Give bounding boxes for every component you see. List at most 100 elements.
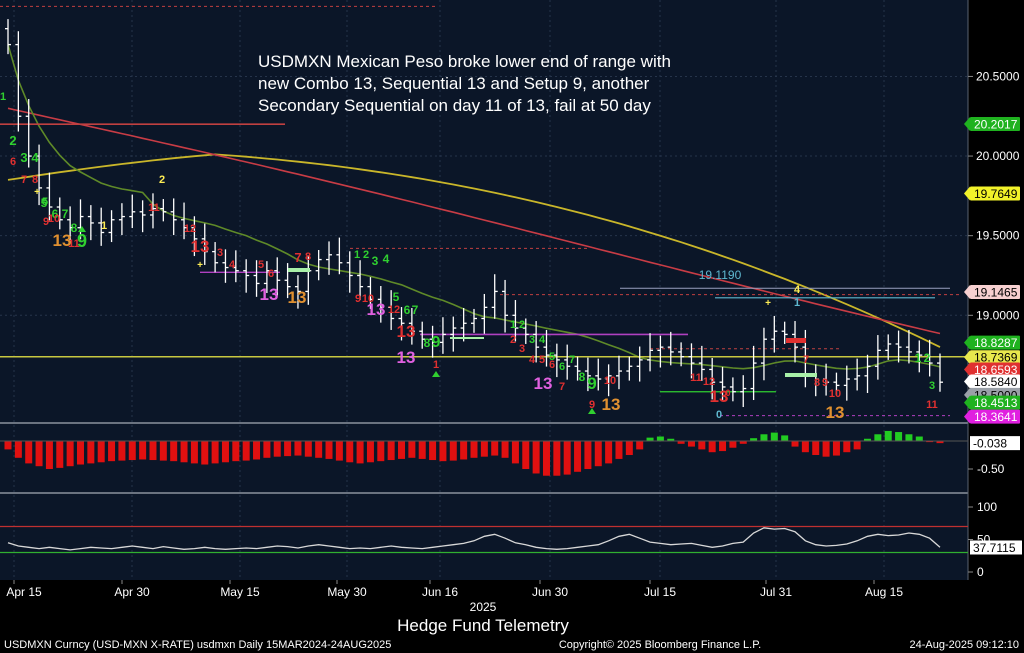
momentum-bar bbox=[139, 441, 147, 460]
year-label: 2025 bbox=[470, 600, 497, 614]
momentum-bar bbox=[687, 441, 695, 447]
setup-bar-marker bbox=[786, 338, 806, 343]
momentum-bar bbox=[273, 441, 281, 457]
td-count-label: 2 bbox=[924, 351, 931, 365]
price-tag: 18.5840 bbox=[964, 374, 1020, 389]
td-count-label: 10 bbox=[604, 375, 616, 387]
td-count-label: 4 bbox=[529, 354, 536, 366]
buy-arrow-icon bbox=[588, 408, 596, 414]
price-tag-bg bbox=[970, 350, 1020, 365]
rsi-axis-label: 0 bbox=[977, 565, 984, 579]
momentum-bar bbox=[853, 441, 861, 450]
td-count-label: 5 bbox=[539, 354, 545, 366]
td-count-label: 11 bbox=[690, 372, 702, 384]
momentum-bar bbox=[25, 441, 33, 464]
td-count-label: 0 bbox=[725, 388, 730, 398]
momentum-bar bbox=[242, 441, 250, 461]
price-tag-label: 18.6593 bbox=[974, 363, 1018, 377]
momentum-bar bbox=[480, 441, 488, 457]
buy-arrow-icon bbox=[432, 371, 440, 377]
td-count-label: + bbox=[765, 298, 771, 309]
date-axis-label: Jun 30 bbox=[532, 585, 568, 599]
momentum-bar bbox=[35, 441, 43, 467]
td-count-label: 13 bbox=[397, 322, 416, 341]
momentum-bar bbox=[926, 441, 934, 443]
td-count-label: 9 bbox=[77, 231, 87, 251]
momentum-bar bbox=[87, 441, 95, 464]
momentum-bar bbox=[625, 441, 633, 455]
momentum-bar bbox=[66, 441, 74, 467]
footer-right: 24-Aug-2025 09:12:10 bbox=[910, 639, 1019, 651]
price-tag-bg bbox=[970, 116, 1020, 131]
momentum-bar bbox=[594, 441, 602, 467]
price-tag-pointer bbox=[964, 374, 970, 389]
momentum-bar bbox=[511, 441, 519, 464]
td-count-label: 13 bbox=[260, 285, 279, 304]
date-axis-label: Aug 15 bbox=[865, 585, 903, 599]
td-count-label: 3 bbox=[372, 254, 379, 268]
td-count-label: 9 bbox=[822, 377, 828, 389]
momentum-bar bbox=[387, 441, 395, 461]
momentum-bar bbox=[843, 441, 851, 453]
momentum-bar bbox=[232, 441, 240, 462]
momentum-bar bbox=[739, 441, 747, 444]
td-count-label: 9 bbox=[43, 216, 49, 228]
td-count-label: 13 bbox=[534, 374, 553, 393]
price-tag-label: 19.1465 bbox=[974, 285, 1018, 299]
momentum-bar bbox=[149, 441, 157, 461]
momentum-bar bbox=[615, 441, 623, 459]
td-count-label: 1 bbox=[915, 351, 922, 365]
td-count-label: 6 bbox=[404, 303, 411, 317]
td-count-label: 5 bbox=[42, 196, 48, 208]
td-count-label: 1 bbox=[794, 297, 800, 309]
momentum-bar bbox=[56, 441, 64, 468]
momentum-bar bbox=[284, 441, 292, 457]
price-tag-label: 19.7649 bbox=[974, 187, 1018, 201]
price-tag-label: 18.8287 bbox=[974, 336, 1018, 350]
price-tag-label: 18.4513 bbox=[974, 396, 1018, 410]
momentum-bar bbox=[429, 441, 437, 461]
rsi-axis-label: 100 bbox=[977, 500, 997, 514]
momentum-bar bbox=[159, 441, 167, 461]
annotation-line: USDMXN Mexican Peso broke lower end of r… bbox=[258, 52, 671, 71]
price-tag-bg bbox=[970, 409, 1020, 424]
momentum-bar bbox=[770, 432, 778, 441]
annotation-line: Secondary Sequential on day 11 of 13, fa… bbox=[258, 96, 651, 115]
momentum-bar bbox=[45, 441, 53, 469]
momentum-bar bbox=[263, 441, 271, 458]
td-count-label: 2 bbox=[9, 133, 16, 148]
td-count-label: 7 bbox=[62, 207, 69, 221]
momentum-bar bbox=[304, 441, 312, 457]
td-count-label: + bbox=[34, 187, 40, 198]
td-count-label: 8 bbox=[71, 221, 78, 235]
td-count-label: 2 bbox=[510, 334, 516, 346]
td-count-label: 7 bbox=[412, 303, 419, 317]
td-count-label: 13 bbox=[53, 231, 72, 250]
price-tag: 20.2017 bbox=[964, 116, 1020, 131]
price-tag-pointer bbox=[964, 395, 970, 410]
td-count-label: 11 bbox=[148, 202, 160, 214]
ma-100-line bbox=[7, 107, 941, 335]
td-count-label: 13 bbox=[397, 348, 416, 367]
date-axis-label: Jul 15 bbox=[644, 585, 676, 599]
price-tag-label: 18.5840 bbox=[974, 375, 1018, 389]
price-tag-bg bbox=[970, 395, 1020, 410]
price-tag: 18.4513 bbox=[964, 395, 1020, 410]
price-tag-pointer bbox=[964, 335, 970, 350]
price-tag-pointer bbox=[964, 350, 970, 365]
momentum-bar bbox=[915, 436, 923, 441]
td-count-label: 13 bbox=[367, 300, 386, 319]
price-axis-label: 20.5000 bbox=[976, 69, 1020, 83]
td-count-label: 8 bbox=[579, 370, 586, 384]
td-count-label: 1 bbox=[433, 359, 439, 371]
momentum-bar bbox=[439, 441, 447, 462]
price-panel-bg bbox=[0, 0, 968, 422]
td-count-label: 12 bbox=[184, 223, 196, 235]
td-count-label: 3 bbox=[529, 334, 535, 346]
momentum-bar bbox=[408, 441, 416, 458]
td-count-label: 6 bbox=[549, 359, 555, 371]
momentum-bar bbox=[936, 441, 944, 444]
momentum-bar bbox=[460, 441, 468, 460]
rsi-value-tag: 37.7115 bbox=[973, 541, 1016, 555]
price-tag: 18.6593 bbox=[964, 362, 1020, 377]
